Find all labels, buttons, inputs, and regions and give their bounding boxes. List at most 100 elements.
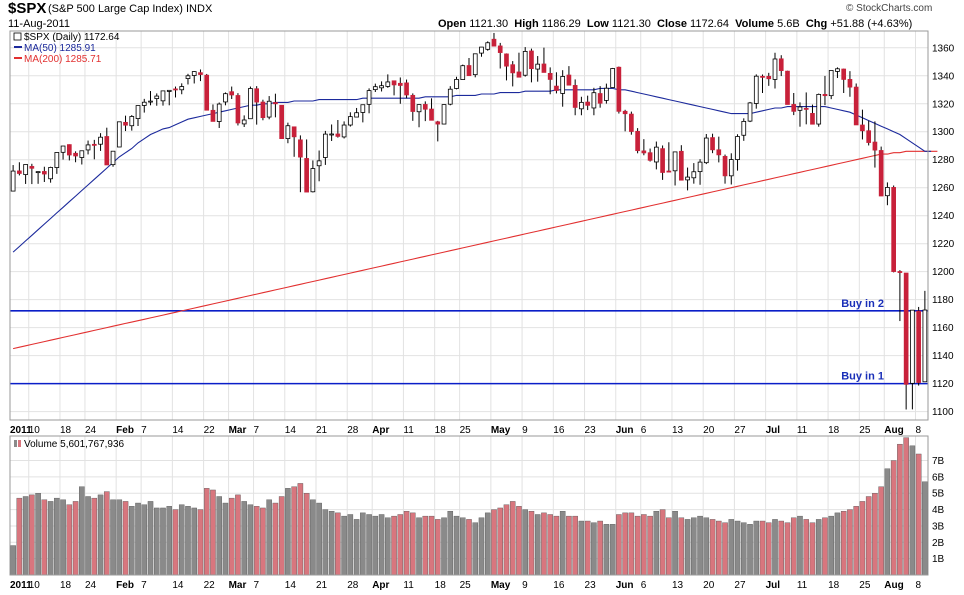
candle bbox=[348, 112, 353, 127]
candle-body bbox=[878, 150, 884, 197]
candle-body bbox=[204, 74, 210, 111]
candle-body bbox=[422, 104, 428, 110]
candle bbox=[635, 128, 640, 154]
volume-date-label: 23 bbox=[585, 580, 597, 591]
candle bbox=[860, 109, 865, 140]
volume-bar bbox=[110, 499, 116, 576]
price-tick-label: 1220 bbox=[932, 239, 955, 250]
price-date-label: 11 bbox=[797, 425, 808, 436]
volume-bar bbox=[765, 522, 772, 576]
close-label: Close bbox=[657, 18, 687, 30]
candle-body bbox=[385, 81, 391, 87]
open-value: 1121.30 bbox=[469, 18, 509, 30]
candle-body bbox=[778, 58, 784, 71]
candle bbox=[710, 133, 715, 154]
price-date-label: Feb bbox=[116, 425, 134, 436]
candle bbox=[48, 166, 53, 183]
candle bbox=[173, 86, 178, 98]
candle bbox=[516, 52, 522, 78]
volume-date-label: 7 bbox=[254, 580, 260, 591]
volume-bar bbox=[260, 507, 266, 576]
candle bbox=[660, 145, 665, 180]
candle-body bbox=[229, 91, 235, 96]
volume-bar bbox=[278, 496, 285, 576]
candle bbox=[10, 165, 16, 192]
volume-bar bbox=[859, 501, 866, 576]
volume-bar bbox=[634, 515, 641, 576]
price-date-label: 22 bbox=[204, 425, 216, 436]
volume-bar bbox=[834, 512, 841, 576]
candle bbox=[260, 99, 266, 121]
price-date-label: Jun bbox=[616, 425, 634, 436]
volume-bar bbox=[104, 491, 110, 576]
volume-tick-label: 2B bbox=[932, 538, 945, 549]
volume-date-label: 9 bbox=[522, 580, 528, 591]
volume-grid bbox=[9, 436, 928, 575]
volume-bar bbox=[291, 486, 297, 576]
candle bbox=[410, 93, 416, 121]
price-tick-label: 1140 bbox=[932, 351, 954, 362]
price-date-label: 7 bbox=[141, 425, 147, 436]
volume-bar bbox=[116, 499, 123, 576]
candle bbox=[910, 309, 915, 410]
candle-body bbox=[560, 76, 566, 94]
chart-date: 11-Aug-2011 bbox=[8, 18, 70, 30]
candle bbox=[678, 145, 684, 181]
volume-bar bbox=[85, 496, 91, 576]
price-date-label: 9 bbox=[522, 425, 528, 436]
candle-body bbox=[410, 94, 416, 112]
volume-bar bbox=[528, 511, 535, 576]
volume-value: 5.6B bbox=[777, 18, 800, 30]
volume-bar bbox=[522, 509, 528, 576]
candle bbox=[491, 32, 497, 47]
candle-body bbox=[23, 164, 28, 175]
volume-tick-label: 7B bbox=[932, 456, 945, 467]
volume-bar bbox=[641, 514, 647, 576]
volume-date-label: Feb bbox=[116, 580, 134, 591]
volume-legend-label: Volume 5,601,767,936 bbox=[24, 439, 125, 450]
volume-bar bbox=[191, 507, 197, 576]
candle-body bbox=[541, 63, 547, 73]
candle-body bbox=[404, 82, 409, 96]
candle-body bbox=[910, 309, 915, 384]
candle bbox=[141, 98, 147, 113]
candle-body bbox=[903, 272, 909, 385]
volume-bar bbox=[266, 499, 272, 576]
volume-bar bbox=[865, 496, 872, 576]
volume-bar bbox=[503, 504, 510, 576]
volume-date-label: 6 bbox=[641, 580, 647, 591]
price-date-label: 28 bbox=[347, 425, 359, 436]
volume-bar bbox=[666, 517, 672, 576]
volume-bar bbox=[784, 522, 791, 576]
volume-tick-label: 5B bbox=[932, 489, 945, 500]
candle bbox=[716, 136, 722, 163]
open-label: Open bbox=[438, 18, 467, 30]
volume-bar bbox=[347, 514, 354, 576]
candle-body bbox=[579, 101, 584, 110]
candle-body bbox=[835, 68, 840, 72]
candle bbox=[666, 142, 672, 173]
candle bbox=[79, 150, 85, 165]
volume-bar bbox=[378, 514, 385, 576]
volume-date-label: 11 bbox=[797, 580, 808, 591]
volume-bar bbox=[772, 519, 778, 576]
candle-body bbox=[572, 85, 578, 108]
high-label: High bbox=[514, 18, 539, 30]
candle bbox=[916, 306, 921, 386]
volume-bar bbox=[653, 511, 660, 576]
candle bbox=[379, 81, 384, 92]
candle bbox=[803, 92, 809, 125]
ma200-line bbox=[12, 150, 938, 350]
candle-body bbox=[235, 95, 241, 124]
price-date-label: Mar bbox=[229, 425, 247, 436]
candle-body bbox=[772, 58, 778, 80]
volume-bar bbox=[603, 524, 610, 576]
candle-body bbox=[891, 187, 896, 272]
volume-legend-swatch-down bbox=[18, 440, 21, 447]
candle-body bbox=[185, 75, 191, 79]
volume-bar bbox=[822, 517, 828, 576]
candle-body bbox=[897, 271, 903, 273]
volume-bar bbox=[659, 509, 666, 576]
volume-bar bbox=[403, 511, 410, 576]
candle-body bbox=[91, 143, 97, 146]
